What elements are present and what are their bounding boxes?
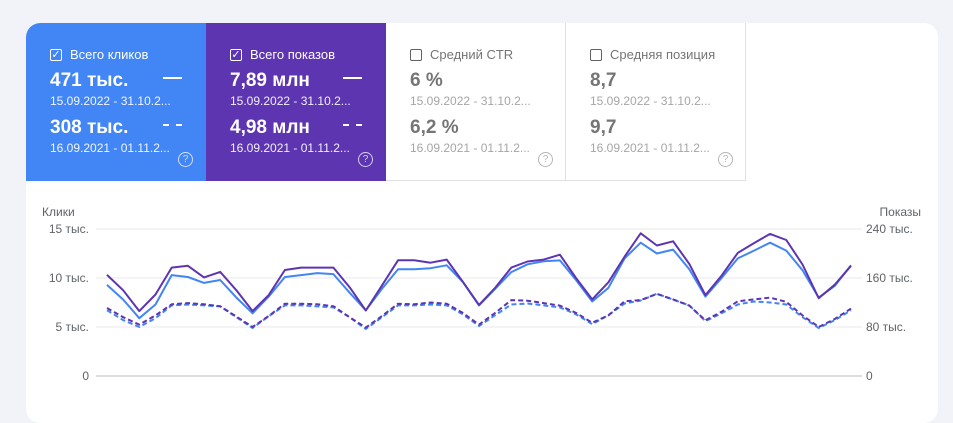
left-tick-label: 5 тыс.: [56, 320, 89, 334]
current-period: 15.09.2022 - 31.10.2...: [410, 94, 531, 108]
impressions-dashed-line: [106, 292, 852, 329]
previous-period: 16.09.2021 - 01.11.2...: [590, 141, 710, 155]
checkbox-unchecked-icon[interactable]: [590, 48, 602, 61]
metric-card-ctr[interactable]: Средний CTR 6 % 15.09.2022 - 31.10.2... …: [386, 23, 566, 181]
solid-line-legend-icon: [343, 77, 362, 79]
checkbox-checked-icon[interactable]: ✓: [230, 48, 242, 61]
performance-panel: ✓ Всего кликов 471 тыс. 15.09.2022 - 31.…: [26, 23, 938, 423]
dashed-line-legend-icon: [163, 124, 182, 126]
current-period: 15.09.2022 - 31.10.2...: [590, 94, 711, 108]
help-icon[interactable]: ?: [178, 152, 193, 167]
current-period: 15.09.2022 - 31.10.2...: [230, 94, 351, 108]
previous-value: 308 тыс.: [50, 117, 129, 138]
card-label: Средняя позиция: [610, 47, 716, 62]
metric-card-clicks[interactable]: ✓ Всего кликов 471 тыс. 15.09.2022 - 31.…: [26, 23, 206, 181]
right-tick-label: 240 тыс.: [866, 222, 913, 236]
card-label: Средний CTR: [430, 47, 514, 62]
current-value: 6 %: [410, 70, 443, 91]
help-icon[interactable]: ?: [718, 152, 733, 167]
card-header[interactable]: Средний CTR: [410, 47, 513, 62]
current-period: 15.09.2022 - 31.10.2...: [50, 94, 171, 108]
previous-value: 4,98 млн: [230, 117, 310, 138]
left-tick-label: 15 тыс.: [49, 222, 89, 236]
right-tick-label: 160 тыс.: [866, 271, 913, 285]
impressions-solid-line: [106, 232, 852, 313]
right-tick-label: 80 тыс.: [866, 320, 906, 334]
left-tick-label: 10 тыс.: [49, 271, 89, 285]
previous-period: 16.09.2021 - 01.11.2...: [230, 141, 350, 155]
current-value: 7,89 млн: [230, 70, 310, 91]
help-icon[interactable]: ?: [538, 152, 553, 167]
current-value: 471 тыс.: [50, 70, 129, 91]
checkbox-unchecked-icon[interactable]: [410, 48, 422, 61]
previous-period: 16.09.2021 - 01.11.2...: [410, 141, 530, 155]
right-tick-label: 0: [866, 369, 873, 383]
previous-value: 6,2 %: [410, 117, 459, 138]
right-axis-title: Показы: [880, 205, 921, 219]
left-axis-title: Клики: [42, 205, 75, 219]
previous-value: 9,7: [590, 117, 617, 138]
metric-card-impressions[interactable]: ✓ Всего показов 7,89 млн 15.09.2022 - 31…: [206, 23, 386, 181]
card-header[interactable]: ✓ Всего кликов: [50, 47, 148, 62]
card-header[interactable]: Средняя позиция: [590, 47, 715, 62]
left-tick-label: 0: [82, 369, 89, 383]
checkbox-checked-icon[interactable]: ✓: [50, 48, 62, 61]
dashed-line-legend-icon: [343, 124, 362, 126]
solid-line-legend-icon: [163, 77, 182, 79]
card-label: Всего показов: [250, 47, 335, 62]
performance-chart[interactable]: 0 0 5 тыс. 80 тыс. 10 тыс. 160 тыс. 15 тыс. 240…: [0, 0, 953, 411]
current-value: 8,7: [590, 70, 617, 91]
metric-card-position[interactable]: Средняя позиция 8,7 15.09.2022 - 31.10.2…: [566, 23, 746, 181]
card-label: Всего кликов: [70, 47, 149, 62]
card-header[interactable]: ✓ Всего показов: [230, 47, 335, 62]
help-icon[interactable]: ?: [358, 152, 373, 167]
previous-period: 16.09.2021 - 01.11.2...: [50, 141, 170, 155]
